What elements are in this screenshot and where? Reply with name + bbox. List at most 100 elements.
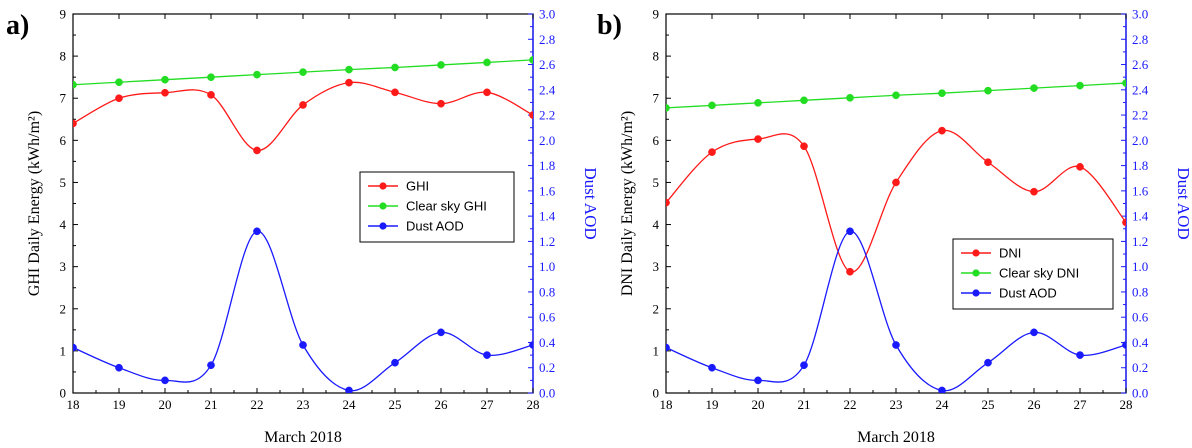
y-axis-title: GHI Daily Energy (kWh/m²) bbox=[26, 111, 43, 296]
data-point bbox=[800, 142, 808, 151]
data-point bbox=[754, 135, 762, 143]
y2-tick-label: 2.0 bbox=[539, 133, 555, 148]
data-point bbox=[1122, 341, 1126, 349]
y2-tick-label: 1.4 bbox=[1132, 209, 1149, 224]
y-tick-label: 9 bbox=[653, 7, 660, 22]
y2-tick-label: 0.8 bbox=[1132, 284, 1148, 299]
y-tick-label: 3 bbox=[653, 259, 660, 274]
data-point bbox=[1122, 218, 1126, 227]
y2-tick-label: 0.2 bbox=[539, 360, 555, 375]
series-dni bbox=[666, 126, 1126, 276]
data-point bbox=[892, 341, 900, 349]
x-tick-label: 28 bbox=[1120, 397, 1133, 412]
x-axis-title: March 2018 bbox=[857, 429, 935, 446]
y2-tick-label: 2.4 bbox=[539, 82, 556, 97]
data-point bbox=[437, 61, 445, 69]
y-tick-label: 0 bbox=[60, 386, 67, 401]
data-point bbox=[253, 146, 261, 155]
x-tick-label: 21 bbox=[798, 397, 811, 412]
legend-label: Dust AOD bbox=[999, 286, 1057, 301]
y2-tick-label: 1.6 bbox=[539, 183, 556, 198]
data-point bbox=[666, 104, 670, 112]
y2-tick-label: 1.0 bbox=[1132, 259, 1148, 274]
x-tick-label: 19 bbox=[706, 397, 719, 412]
data-point bbox=[73, 119, 77, 128]
data-point bbox=[529, 111, 533, 119]
data-point bbox=[437, 99, 445, 108]
y-axis-title: DNI Daily Energy (kWh/m²) bbox=[619, 111, 636, 296]
legend-label: GHI bbox=[406, 179, 429, 194]
data-point bbox=[253, 227, 261, 236]
data-point bbox=[846, 267, 854, 276]
y2-tick-label: 2.8 bbox=[539, 32, 555, 47]
legend-label: Clear sky DNI bbox=[999, 266, 1079, 281]
data-point bbox=[73, 80, 77, 89]
x-tick-label: 23 bbox=[297, 397, 310, 412]
y-tick-label: 8 bbox=[60, 49, 67, 64]
x-tick-label: 24 bbox=[936, 397, 950, 412]
data-point bbox=[115, 363, 123, 372]
data-point bbox=[391, 358, 399, 367]
data-point bbox=[345, 65, 353, 74]
series-ghi bbox=[73, 78, 533, 155]
x-tick-label: 25 bbox=[389, 397, 402, 412]
x-axis-title: March 2018 bbox=[264, 429, 342, 446]
y-tick-label: 7 bbox=[60, 91, 67, 106]
y-tick-label: 8 bbox=[653, 49, 660, 64]
legend-label: Clear sky GHI bbox=[406, 199, 487, 214]
y2-tick-label: 2.6 bbox=[1132, 57, 1149, 72]
chart-panel-2: 18 19 20 21 22 23 24 25 26 27 2801234567890.00.20.… bbox=[597, 7, 1192, 447]
data-point bbox=[529, 341, 533, 349]
data-point bbox=[892, 178, 900, 187]
data-point bbox=[800, 361, 808, 370]
data-point bbox=[754, 376, 762, 385]
data-point bbox=[984, 86, 992, 95]
x-tick-label: 20 bbox=[159, 397, 172, 412]
x-tick-label: 20 bbox=[752, 397, 765, 412]
series-dust-aod bbox=[666, 227, 1126, 393]
data-point bbox=[299, 101, 307, 109]
panel-label: a) bbox=[6, 10, 29, 41]
data-point bbox=[115, 78, 123, 87]
y2-tick-label: 0.4 bbox=[1132, 335, 1149, 350]
y2-tick-label: 1.8 bbox=[1132, 158, 1148, 173]
y-tick-label: 4 bbox=[60, 217, 67, 232]
series-clear-sky-dni bbox=[666, 79, 1126, 112]
data-point bbox=[846, 227, 854, 236]
x-tick-label: 26 bbox=[1028, 397, 1042, 412]
data-point bbox=[437, 328, 445, 337]
y-tick-label: 3 bbox=[60, 259, 67, 274]
x-tick-label: 22 bbox=[844, 397, 857, 412]
legend: DNI Clear sky DNI Dust AOD bbox=[952, 238, 1114, 310]
data-point bbox=[73, 343, 77, 352]
y-tick-label: 5 bbox=[653, 175, 660, 190]
data-point bbox=[483, 58, 491, 67]
legend: GHI Clear sky GHI Dust AOD bbox=[359, 171, 515, 243]
y-tick-label: 6 bbox=[653, 133, 660, 148]
x-tick-label: 18 bbox=[660, 397, 673, 412]
y-tick-label: 2 bbox=[653, 301, 660, 316]
plot-frame bbox=[665, 13, 1127, 394]
y-tick-label: 2 bbox=[60, 301, 67, 316]
series-line bbox=[73, 81, 533, 152]
chart-panel-1: 18 19 20 21 22 23 24 25 26 27 2801234567890.00.20.… bbox=[6, 7, 600, 447]
y2-tick-label: 1.8 bbox=[539, 158, 555, 173]
y2-tick-label: 1.6 bbox=[1132, 183, 1149, 198]
data-point bbox=[708, 101, 716, 110]
x-tick-label: 19 bbox=[113, 397, 126, 412]
data-point bbox=[161, 376, 169, 385]
x-tick-label: 27 bbox=[481, 397, 495, 412]
y-tick-label: 1 bbox=[653, 343, 660, 358]
series-dust-aod bbox=[73, 227, 533, 393]
data-point bbox=[115, 94, 123, 103]
legend-swatch-marker bbox=[972, 289, 980, 297]
y2-tick-label: 1.2 bbox=[539, 234, 555, 249]
y2-tick-label: 0.8 bbox=[539, 284, 555, 299]
y-tick-label: 6 bbox=[60, 133, 67, 148]
data-point bbox=[161, 88, 169, 97]
y2-axis-title: Dust AOD bbox=[581, 167, 600, 239]
y2-tick-label: 3.0 bbox=[539, 7, 555, 22]
x-tick-label: 22 bbox=[251, 397, 264, 412]
x-tick-label: 25 bbox=[982, 397, 995, 412]
y2-tick-label: 3.0 bbox=[1132, 7, 1148, 22]
